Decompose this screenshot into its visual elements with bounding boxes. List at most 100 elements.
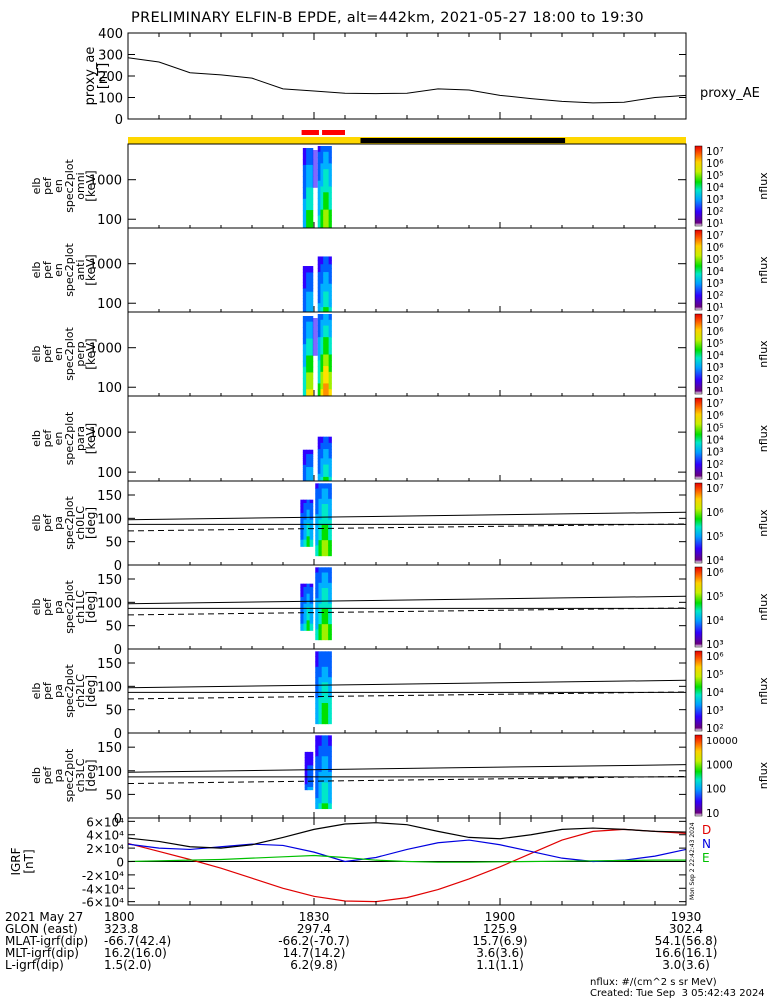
flux-cell bbox=[317, 464, 321, 469]
flux-cell bbox=[325, 221, 330, 228]
flux-cell bbox=[320, 342, 324, 350]
flux-cell bbox=[307, 770, 311, 774]
flux-cell bbox=[323, 342, 327, 350]
flux-cell bbox=[328, 608, 332, 615]
flux-cell bbox=[315, 692, 319, 699]
flux-cell bbox=[315, 771, 319, 778]
spectrogram-panel: 1001000elbpefenspec2plotanti[keV]10⁷10⁶1… bbox=[30, 227, 770, 314]
flux-cell bbox=[306, 460, 310, 464]
flux-cell bbox=[323, 303, 327, 308]
flux-cell bbox=[306, 536, 311, 541]
flux-cell bbox=[328, 666, 332, 673]
flux-cell bbox=[318, 535, 323, 541]
flux-cell bbox=[328, 279, 332, 285]
flux-cell bbox=[306, 272, 310, 277]
flux-cell bbox=[304, 778, 308, 783]
flux-cell bbox=[328, 342, 332, 350]
flux-cell bbox=[302, 372, 307, 379]
flux-cell bbox=[324, 504, 329, 510]
colorbar-tick-label: 10⁴ bbox=[706, 266, 724, 278]
flux-cell bbox=[328, 455, 332, 459]
orbit-row-value: 323.8 bbox=[104, 922, 138, 936]
flux-cell bbox=[306, 587, 311, 591]
flux-cell bbox=[302, 460, 307, 464]
flux-cell bbox=[307, 751, 311, 756]
flux-cell bbox=[309, 473, 314, 477]
flux-cell bbox=[323, 458, 327, 462]
flux-cell bbox=[315, 761, 319, 768]
flux-cell bbox=[317, 337, 321, 344]
flux-cell bbox=[320, 151, 324, 159]
flux-cell bbox=[303, 533, 308, 537]
flux-cell bbox=[321, 692, 326, 699]
flux-cell bbox=[309, 529, 314, 534]
flux-cell bbox=[306, 449, 310, 453]
colorbar-tick-label: 10⁶ bbox=[706, 507, 724, 519]
flux-cell bbox=[317, 476, 321, 481]
orbit-row-label: MLT-igrf(dip) bbox=[5, 946, 79, 960]
flux-cell bbox=[309, 451, 314, 455]
flux-cell bbox=[309, 607, 314, 611]
flux-cell bbox=[310, 773, 314, 777]
anti-loss-cone-line bbox=[127, 775, 687, 785]
flux-cell bbox=[315, 798, 319, 804]
flux-cell bbox=[325, 452, 330, 456]
flux-cell bbox=[317, 291, 321, 296]
flux-cell bbox=[307, 786, 311, 791]
flux-cell bbox=[321, 713, 326, 719]
flux-cell bbox=[325, 476, 330, 481]
flux-cell bbox=[317, 436, 321, 441]
flux-cell bbox=[315, 677, 319, 683]
flux-cell bbox=[317, 461, 321, 466]
page-title: PRELIMINARY ELFIN-B EPDE, alt=442km, 202… bbox=[131, 10, 644, 26]
flux-cell bbox=[328, 325, 332, 332]
flux-cell bbox=[302, 389, 307, 396]
y-axis-label: elb bbox=[30, 599, 43, 616]
y-axis-label: pef bbox=[41, 344, 54, 363]
legend-label: proxy_AE bbox=[700, 86, 760, 101]
flux-cell bbox=[324, 545, 329, 551]
flux-cell bbox=[317, 342, 321, 350]
flux-cell bbox=[302, 164, 307, 172]
flux-cell bbox=[309, 372, 314, 379]
flux-cell bbox=[306, 458, 310, 462]
colorbar-tick-label: 10⁷ bbox=[706, 230, 724, 242]
flux-cell bbox=[302, 355, 307, 362]
flux-cell bbox=[320, 470, 324, 475]
flux-cell bbox=[317, 377, 321, 384]
flux-cell bbox=[328, 264, 332, 269]
flux-cell bbox=[306, 372, 310, 379]
flux-cell bbox=[300, 536, 304, 541]
flux-cell bbox=[318, 577, 323, 584]
flux-cell bbox=[323, 467, 327, 472]
flux-cell bbox=[320, 291, 324, 296]
flux-cell bbox=[320, 146, 324, 153]
flux-cell bbox=[321, 687, 326, 694]
flux-cell bbox=[328, 383, 332, 390]
flux-cell bbox=[306, 389, 310, 396]
y-tick-label: 150 bbox=[97, 657, 122, 672]
flux-cell bbox=[309, 543, 314, 547]
flux-cell bbox=[315, 608, 319, 615]
flux-cell bbox=[300, 533, 304, 537]
flux-cell bbox=[303, 499, 308, 504]
flux-cell bbox=[315, 577, 319, 584]
flux-cell bbox=[318, 545, 323, 551]
flux-cell bbox=[328, 713, 332, 719]
y-axis-label: pef bbox=[41, 597, 54, 616]
flux-cell bbox=[323, 272, 327, 277]
panel-frame bbox=[127, 32, 687, 120]
flux-cell bbox=[309, 187, 314, 194]
flux-cell bbox=[302, 458, 307, 462]
flux-cell bbox=[321, 735, 326, 742]
flux-cell bbox=[300, 597, 304, 601]
flux-cell bbox=[325, 467, 330, 472]
flux-cell bbox=[306, 266, 310, 270]
flux-cell bbox=[318, 613, 323, 620]
flux-cell bbox=[303, 600, 308, 605]
flux-cell bbox=[321, 661, 326, 668]
flux-cell bbox=[325, 291, 330, 296]
y-axis-label: en bbox=[52, 263, 65, 277]
flux-cell bbox=[317, 314, 321, 321]
